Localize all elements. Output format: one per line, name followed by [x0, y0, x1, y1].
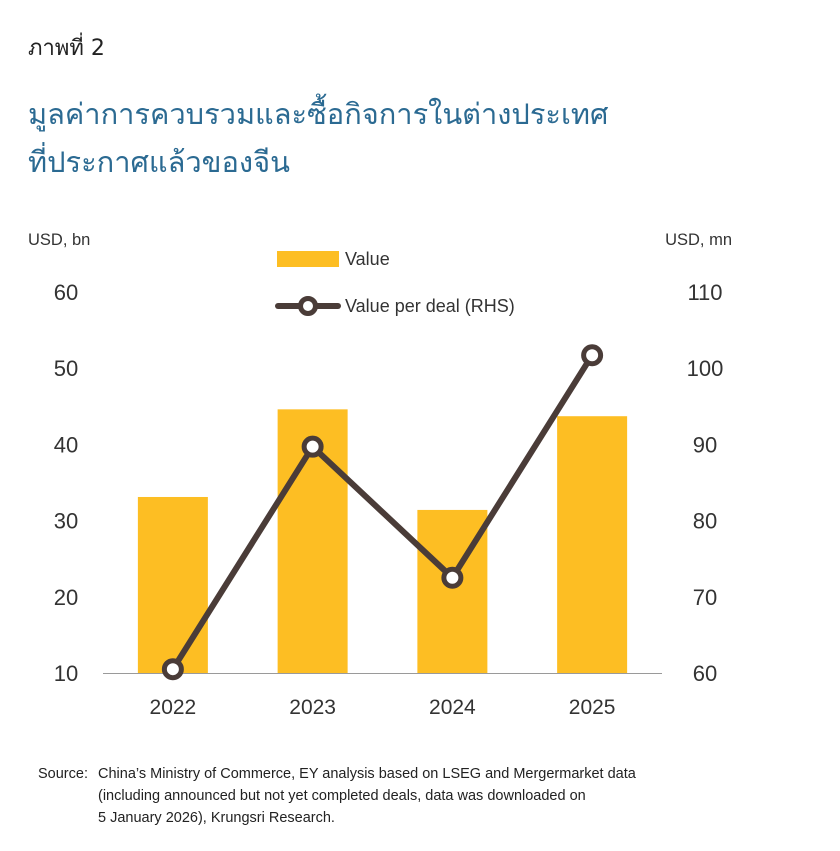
y-left-tick-60: 60	[54, 280, 78, 305]
legend-label-value-per-deal: Value per deal (RHS)	[345, 296, 515, 316]
source-note: Source: China’s Ministry of Commerce, EY …	[38, 763, 636, 829]
combo-chart: 10 20 30 40 50 60 60 70 80 90 100 110 2022 2023 2024 20…	[28, 231, 732, 719]
bar-2025	[557, 416, 628, 673]
x-tick-2022: 2022	[150, 696, 197, 719]
y-left-axis-title: USD, bn	[28, 231, 90, 249]
y-right-tick-90: 90	[693, 432, 717, 457]
source-line-3: 5 January 2026), Krungsri Research.	[98, 810, 335, 826]
bars-layer	[137, 409, 628, 673]
x-tick-2024: 2024	[429, 696, 476, 719]
line-point-2024	[441, 566, 464, 589]
y-left-tick-30: 30	[54, 509, 78, 534]
figure-label: ภาพที่ 2	[28, 36, 105, 61]
y-left-tick-40: 40	[54, 432, 78, 457]
chart-title-line-1: มูลค่าการควบรวมและซื้อกิจการในต่างประเทศ	[28, 97, 609, 131]
y-right-tick-80: 80	[693, 509, 717, 534]
x-tick-2025: 2025	[569, 696, 616, 719]
y-left-tick-10: 10	[54, 661, 78, 686]
line-point-2023	[301, 435, 324, 458]
source-line-1: China’s Ministry of Commerce, EY analysi…	[98, 766, 636, 782]
source-label: Source:	[38, 766, 88, 782]
chart-title-line-2: ที่ประกาศแล้วของจีน	[28, 145, 290, 179]
y-right-tick-60: 60	[693, 661, 717, 686]
line-point-2025	[581, 344, 604, 367]
y-right-axis-title: USD, mn	[665, 231, 732, 249]
legend-swatch-value	[277, 251, 339, 267]
legend-swatch-marker	[298, 296, 318, 316]
legend: Value Value per deal (RHS)	[275, 249, 515, 316]
y-right-tick-70: 70	[693, 585, 717, 610]
chart-title: มูลค่าการควบรวมและซื้อกิจการในต่างประเทศ…	[28, 90, 808, 186]
value-per-deal-line	[169, 352, 596, 673]
y-right-tick-100: 100	[687, 356, 724, 381]
bar-2022	[137, 496, 208, 673]
y-left-tick-20: 20	[54, 585, 78, 610]
ticks-layer: 10 20 30 40 50 60 60 70 80 90 100 110 2022 2023 2024 20…	[28, 231, 732, 719]
y-left-tick-50: 50	[54, 356, 78, 381]
source-line-2: (including announced but not yet complet…	[98, 788, 586, 804]
legend-label-value: Value	[345, 249, 390, 269]
line-layer	[161, 344, 604, 681]
line-point-2022	[161, 658, 184, 681]
x-tick-2023: 2023	[289, 696, 336, 719]
y-right-tick-110: 110	[687, 280, 722, 305]
